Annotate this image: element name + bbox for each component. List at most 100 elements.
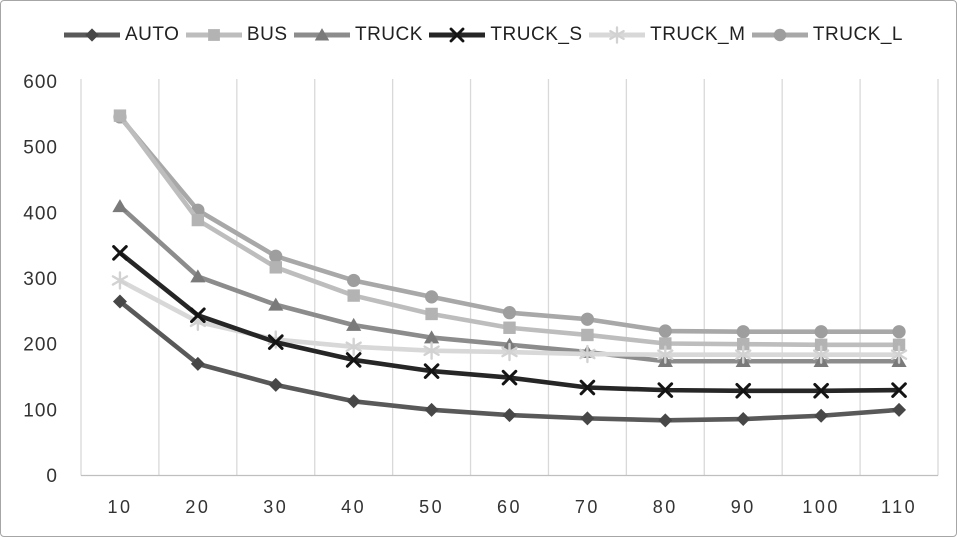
legend-item-label: BUS	[246, 24, 288, 45]
diamond-marker-icon[interactable]	[736, 412, 751, 427]
x-icon	[429, 27, 486, 43]
legend-item-label: TRUCK	[354, 24, 423, 45]
x-marker-icon[interactable]	[423, 363, 440, 379]
diamond-marker-icon[interactable]	[190, 356, 205, 371]
x-tick-label: 80	[653, 497, 678, 517]
square-marker-icon[interactable]	[113, 109, 127, 122]
square-marker-icon[interactable]	[737, 337, 750, 351]
series-truck_l[interactable]	[113, 110, 906, 339]
diamond-marker-icon[interactable]	[346, 394, 361, 409]
legend-item-truck_l[interactable]: TRUCK_L	[751, 24, 903, 46]
diamond-marker-icon[interactable]	[268, 377, 283, 392]
square-marker-icon[interactable]	[892, 338, 906, 352]
legend-item-truck_m[interactable]: TRUCK_M	[588, 24, 745, 46]
x-tick-label: 110	[881, 497, 917, 517]
square-icon	[185, 29, 242, 41]
asterisk-marker-icon[interactable]	[657, 345, 674, 364]
square-marker-icon[interactable]	[659, 337, 672, 350]
square-marker-icon[interactable]	[425, 307, 438, 321]
x-marker-icon[interactable]	[735, 382, 752, 399]
square-marker-icon[interactable]	[347, 289, 360, 302]
chart-legend: AUTO BUS TRUCK TRUCK_S TRUCK_M TRUCK_L	[63, 20, 903, 50]
asterisk-marker-icon[interactable]	[812, 345, 830, 364]
asterisk-marker-icon[interactable]	[345, 337, 362, 356]
asterisk-icon	[589, 26, 646, 44]
circle-marker-icon[interactable]	[736, 325, 750, 339]
legend-item-truck[interactable]: TRUCK	[293, 24, 423, 46]
circle-marker-icon[interactable]	[580, 312, 595, 326]
x-tick-label: 30	[263, 497, 288, 517]
x-marker-icon[interactable]	[501, 369, 518, 386]
legend-item-label: TRUCK_S	[490, 24, 583, 45]
y-tick-label: 100	[23, 400, 58, 421]
diamond-marker-icon[interactable]	[658, 413, 673, 428]
square-marker-icon[interactable]	[503, 321, 516, 334]
x-marker-icon[interactable]	[657, 382, 674, 398]
circle-marker-icon[interactable]	[424, 290, 439, 304]
diamond-marker-icon[interactable]	[892, 402, 907, 417]
x-marker-icon	[450, 27, 465, 43]
circle-marker-icon[interactable]	[814, 325, 828, 339]
triangle-icon	[293, 28, 350, 41]
square-marker-icon[interactable]	[814, 338, 828, 352]
legend-item-label: TRUCK_L	[812, 24, 903, 45]
legend-item-truck_s[interactable]: TRUCK_S	[428, 24, 582, 46]
square-marker-icon	[208, 29, 220, 41]
asterisk-marker-icon[interactable]	[111, 271, 129, 290]
legend-item-label: AUTO	[125, 24, 180, 45]
diamond-marker-icon[interactable]	[502, 408, 517, 423]
x-tick-label: 50	[419, 497, 444, 517]
asterisk-marker-icon[interactable]	[890, 345, 908, 364]
diamond-marker-icon[interactable]	[814, 408, 829, 423]
x-marker-icon[interactable]	[579, 379, 596, 396]
diamond-marker-icon	[85, 28, 99, 42]
circle-marker-icon[interactable]	[658, 324, 672, 338]
y-tick-label: 600	[23, 72, 58, 93]
circle-marker-icon[interactable]	[892, 325, 906, 339]
series-bus[interactable]	[113, 109, 906, 352]
triangle-marker-icon[interactable]	[190, 269, 206, 283]
square-marker-icon[interactable]	[191, 213, 205, 227]
x-marker-icon[interactable]	[112, 245, 128, 261]
x-tick-label: 60	[497, 497, 522, 517]
legend-item-auto[interactable]: AUTO	[63, 24, 179, 46]
triangle-marker-icon	[314, 28, 330, 41]
legend-item-bus[interactable]: BUS	[185, 24, 288, 46]
x-marker-icon[interactable]	[267, 334, 284, 350]
asterisk-marker-icon[interactable]	[579, 344, 596, 364]
x-tick-label: 40	[341, 497, 366, 517]
x-marker-icon[interactable]	[813, 382, 829, 399]
y-tick-label: 0	[46, 466, 58, 487]
asterisk-marker-icon[interactable]	[423, 341, 440, 360]
y-tick-label: 400	[23, 203, 58, 224]
asterisk-marker-icon[interactable]	[735, 345, 752, 364]
diamond-marker-icon[interactable]	[112, 294, 127, 309]
x-marker-icon[interactable]	[190, 307, 206, 324]
diamond-icon	[64, 28, 120, 42]
x-tick-label: 10	[107, 497, 132, 517]
y-tick-label: 300	[23, 269, 58, 290]
circle-marker-icon[interactable]	[269, 249, 283, 263]
square-marker-icon[interactable]	[269, 261, 282, 274]
triangle-marker-icon[interactable]	[346, 317, 362, 331]
series-truck_s[interactable]	[112, 245, 907, 399]
x-tick-label: 100	[802, 497, 840, 517]
triangle-marker-icon[interactable]	[112, 199, 128, 213]
diamond-marker-icon[interactable]	[424, 402, 439, 417]
y-tick-label: 500	[23, 138, 58, 159]
x-marker-icon[interactable]	[891, 382, 907, 398]
triangle-marker-icon[interactable]	[268, 297, 284, 311]
circle-marker-icon[interactable]	[347, 273, 361, 288]
circle-marker-icon[interactable]	[502, 306, 517, 320]
square-marker-icon[interactable]	[581, 328, 594, 342]
y-tick-label: 200	[23, 335, 58, 356]
x-tick-label: 20	[185, 497, 210, 517]
legend-item-label: TRUCK_M	[650, 24, 746, 45]
asterisk-marker-icon	[609, 26, 625, 44]
diamond-marker-icon[interactable]	[580, 411, 595, 426]
asterisk-marker-icon[interactable]	[501, 342, 518, 362]
triangle-marker-icon[interactable]	[423, 330, 440, 344]
series-auto[interactable]	[112, 294, 907, 428]
x-marker-icon[interactable]	[345, 352, 362, 368]
series-truck[interactable]	[112, 199, 907, 368]
